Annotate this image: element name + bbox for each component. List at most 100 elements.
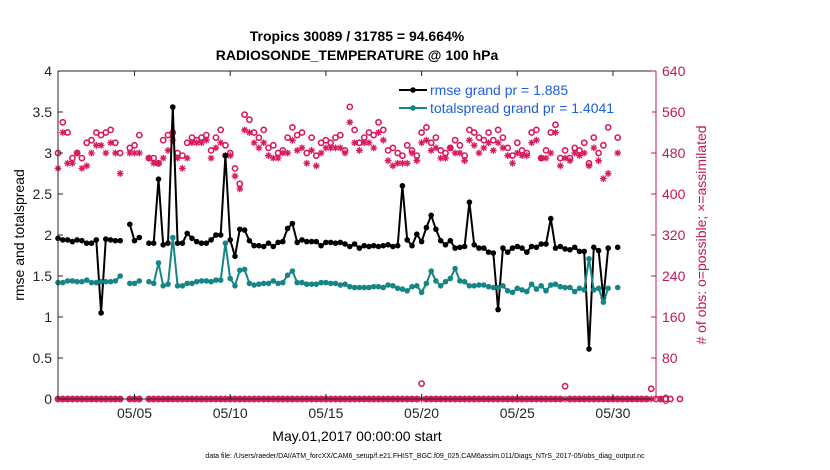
rmse-point [308,238,315,245]
rmse-point [237,226,243,233]
obs-assimilated-point [303,159,311,167]
obs-assimilated-point [542,154,550,162]
totalspread-point [88,279,95,286]
totalspread-point [179,283,186,289]
obs-possible-point [317,139,325,147]
plot-area [58,71,656,399]
rmse-point [533,244,540,251]
rmse-point [107,237,114,243]
obs-assimilated-point [135,149,143,157]
obs-assimilated-point [466,136,473,144]
rmse-point [514,243,521,250]
rmse-point [160,242,166,248]
obs-possible-point [322,136,330,144]
legend: rmse grand pr = 1.885 totalspread grand … [396,82,652,116]
y-left-tick-label: 3.5 [33,104,53,120]
totalspread-point [394,285,401,292]
obs-assimilated-point [68,159,76,167]
rmse-point [193,238,200,245]
totalspread-point [275,280,281,287]
rmse-point [394,242,401,249]
totalspread-point [146,278,152,285]
x-tick-label: 05/05 [117,405,152,421]
obs-possible-point [561,146,569,154]
obs-assimilated-point [322,144,330,152]
obs-assimilated-point [293,147,301,154]
totalspread-point [351,284,358,291]
rmse-point [581,248,587,255]
rmse-point [476,245,482,251]
obs-assimilated-point [394,159,402,167]
x-tick-label: 05/25 [500,405,535,421]
obs-assimilated-point [422,136,430,144]
obs-assimilated-point [432,144,440,152]
obs-possible-point [513,139,521,147]
rmse-point [557,243,564,250]
obs-assimilated-point [351,139,359,147]
totalspread-point [284,272,291,279]
totalspread-point [60,279,66,286]
legend-rmse-marker [410,87,416,93]
rmse-point [509,245,516,251]
obs-possible-point [265,144,272,152]
obs-assimilated-point [437,154,445,162]
obs-assimilated-point [446,144,454,152]
obs-assimilated-point [456,149,464,157]
rmse-point [146,240,152,246]
totalspread-point [327,280,334,287]
rmse-point [217,232,224,238]
obs-assimilated-point [461,157,469,165]
rmse-point [117,237,123,244]
totalspread-point [150,280,157,287]
totalspread-point [409,283,415,290]
rmse-point [437,237,444,244]
totalspread-point [289,268,296,274]
totalspread-point [313,281,320,288]
obs-assimilated-point [599,175,607,183]
obs-possible-point [159,136,167,144]
rmse-point [342,241,348,247]
obs-assimilated-point [155,159,162,167]
totalspread-point [127,280,133,287]
y-right-tick-label: 80 [662,350,678,366]
obs-assimilated-point [193,139,201,147]
totalspread-point [370,283,377,290]
obs-possible-point [595,149,602,157]
obs-possible-point [298,129,306,136]
rmse-point [88,240,95,246]
rmse-point [74,237,80,243]
rmse-point [571,244,578,251]
totalspread-point [208,278,214,285]
rmse-point [471,242,478,248]
chart-title-line2: RADIOSONDE_TEMPERATURE @ 100 hPa [216,47,499,63]
rmse-point [93,237,100,243]
obs-assimilated-point [566,157,574,165]
obs-assimilated-point [73,149,81,157]
rmse-point [461,243,468,250]
obs-assimilated-point [379,136,387,144]
obs-possible-point [288,124,296,131]
obs-assimilated-point [513,149,521,157]
rmse-point [284,225,291,232]
totalspread-point [131,280,138,287]
obs-assimilated-point [245,129,253,136]
obs-assimilated-point [556,162,564,170]
rmse-point [241,227,248,233]
obs-assimilated-point [389,162,397,170]
obs-possible-point [528,129,535,136]
totalspread-point [442,278,449,285]
obs-assimilated-point [126,149,134,157]
obs-assimilated-point [92,141,100,149]
totalspread-point [83,277,90,283]
legend-spread-marker [410,105,416,111]
obs-assimilated-point [365,139,373,147]
rmse-point [576,248,583,255]
x-tick-label: 05/30 [595,405,630,421]
rmse-point [356,245,363,251]
obs-possible-point [580,139,588,147]
totalspread-point [170,234,176,241]
obs-possible-point [260,126,268,134]
obs-possible-point [78,154,86,162]
obs-possible-point [451,136,459,144]
totalspread-point [79,278,85,285]
